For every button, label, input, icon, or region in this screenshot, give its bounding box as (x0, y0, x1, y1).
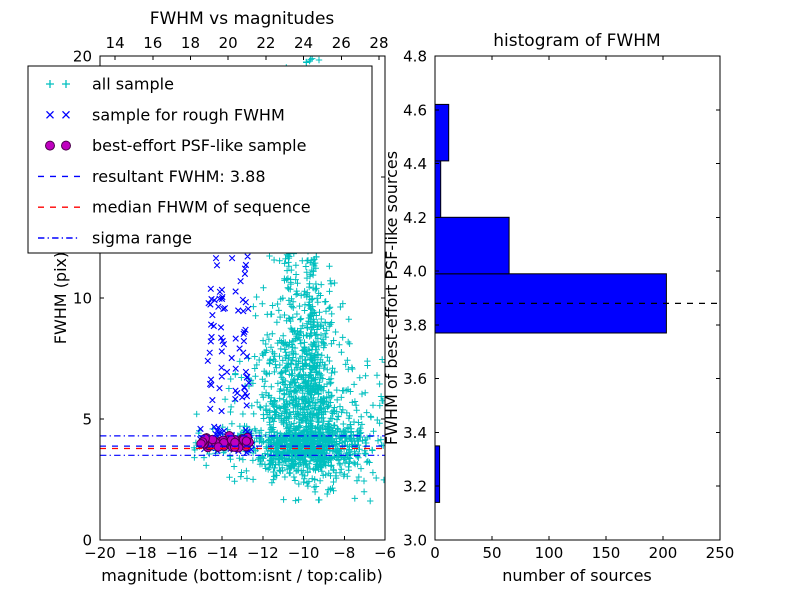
legend-label: best-effort PSF-like sample (92, 136, 306, 155)
legend-label: sigma range (92, 229, 192, 248)
tick-label: 3.8 (403, 316, 427, 334)
tick-label: −10 (288, 544, 320, 562)
tick-label: 200 (649, 544, 678, 562)
left-plot: FWHM vs magnitudes magnitude (bottom:isn… (51, 9, 396, 585)
x-marker-icon (62, 110, 70, 119)
tick-label: 100 (535, 544, 564, 562)
circle-marker-icon (45, 140, 55, 151)
legend-entry: sample for rough FWHM (46, 105, 285, 124)
left-plot-title: FWHM vs magnitudes (150, 9, 335, 29)
tick-label: 3.2 (403, 478, 427, 496)
tick-label: 3.0 (403, 532, 427, 550)
tick-label: −16 (166, 544, 198, 562)
left-plot-ylabel: FWHM (pix) (51, 252, 70, 345)
tick-label: 4.8 (403, 48, 427, 66)
tick-label: −6 (374, 544, 396, 562)
left-reference-lines (100, 435, 385, 456)
histogram-bar (434, 103, 450, 162)
histogram-bar (434, 445, 441, 503)
tick-label: 4.0 (403, 263, 427, 281)
tick-label: 20 (219, 34, 238, 52)
right-plot-xlabel: number of sources (502, 566, 652, 585)
tick-label: 18 (181, 34, 200, 52)
right-axis-ticks: 0 50 100 150 200 250 3.0 3.2 3.4 3.6 3.8 4.0 4.2 4.4 4… (403, 48, 734, 563)
circle-marker-icon (61, 140, 71, 151)
left-axis-ticks: −20 −18 −16 −14 −12 −10 −8 −6 14 16 18 20 22 24 26 28 0 5… (73, 34, 396, 562)
left-axes-frame (99, 55, 386, 541)
legend-label: median FHWM of sequence (92, 198, 311, 217)
histogram-bar (434, 160, 442, 218)
tick-label: 0 (430, 544, 440, 562)
tick-label: −14 (206, 544, 238, 562)
tick-label: 22 (256, 34, 275, 52)
tick-label: 4.2 (403, 209, 427, 227)
tick-label: 24 (294, 34, 313, 52)
legend-label: all sample (92, 75, 174, 94)
tick-label: −20 (84, 544, 116, 562)
legend-entry: all sample (46, 75, 174, 94)
x-marker-icon (46, 110, 54, 119)
tick-label: 3.6 (403, 370, 427, 388)
right-axes-frame (434, 55, 721, 541)
tick-label: 14 (106, 34, 125, 52)
tick-label: 20 (73, 48, 92, 66)
right-plot-ylabel: FWHM of best-effort PSF-like sources (382, 151, 401, 445)
legend-label: resultant FWHM: 3.88 (92, 167, 266, 186)
tick-label: 3.4 (403, 424, 427, 442)
left-plot-xlabel: magnitude (bottom:isnt / top:calib) (101, 566, 382, 585)
tick-label: 150 (592, 544, 621, 562)
tick-label: 16 (143, 34, 162, 52)
tick-label: 50 (482, 544, 501, 562)
legend-label: sample for rough FWHM (92, 105, 285, 124)
tick-label: 28 (369, 34, 388, 52)
right-plot: histogram of FWHM number of sources FWHM… (382, 31, 734, 585)
histogram-bar (434, 216, 510, 275)
tick-label: −12 (247, 544, 279, 562)
tick-label: 26 (332, 34, 351, 52)
legend: all sample sample for rough FWHM best-effo… (27, 65, 373, 254)
tick-label: −18 (125, 544, 157, 562)
legend-entry: median FHWM of sequence (38, 198, 311, 217)
legend-entry: sigma range (38, 229, 192, 248)
tick-label: 0 (82, 532, 92, 550)
tick-label: 10 (73, 290, 92, 308)
tick-label: 250 (706, 544, 735, 562)
plus-marker-icon (46, 80, 54, 88)
tick-label: 4.4 (403, 155, 427, 173)
series-plus-markers (190, 56, 385, 505)
legend-box (27, 65, 373, 254)
tick-label: 5 (82, 411, 92, 429)
tick-label: −8 (333, 544, 355, 562)
series-o (196, 431, 254, 453)
left-scatter-points (190, 56, 385, 505)
legend-entry: resultant FWHM: 3.88 (38, 167, 266, 186)
legend-entry: best-effort PSF-like sample (45, 136, 306, 155)
plus-marker-icon (62, 80, 70, 88)
right-plot-title: histogram of FWHM (493, 31, 660, 51)
tick-label: 4.6 (403, 101, 427, 119)
